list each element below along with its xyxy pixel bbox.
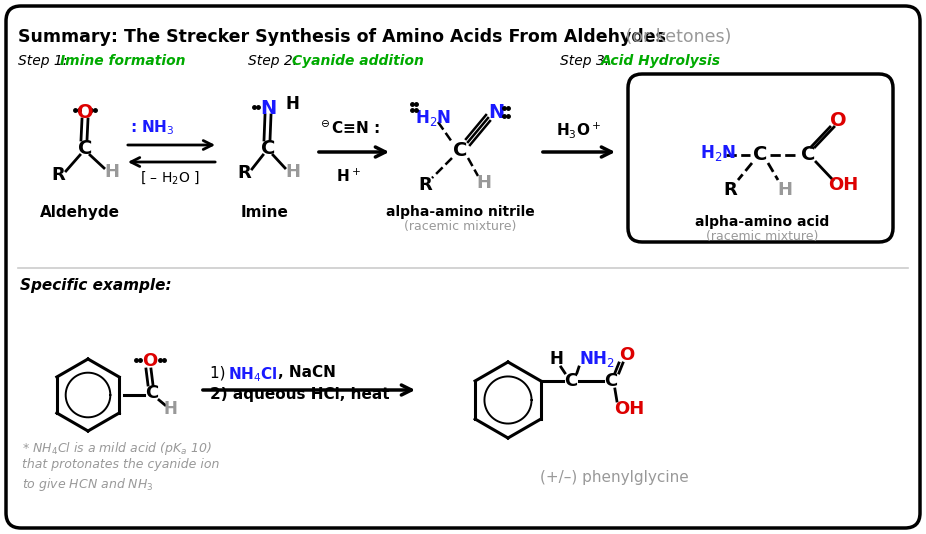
Text: (racemic mixture): (racemic mixture) (706, 230, 819, 243)
Text: 1): 1) (210, 365, 231, 380)
Text: H: H (550, 350, 564, 368)
Text: Specific example:: Specific example: (20, 278, 171, 293)
Text: Acid Hydrolysis: Acid Hydrolysis (601, 54, 721, 68)
Text: H: H (778, 181, 793, 199)
Text: C: C (801, 145, 815, 164)
FancyBboxPatch shape (628, 74, 893, 242)
Text: N: N (488, 103, 504, 122)
Text: R: R (237, 164, 251, 182)
Text: R: R (723, 181, 737, 199)
Text: H: H (285, 163, 301, 181)
Text: Cyanide addition: Cyanide addition (292, 54, 424, 68)
Text: O: O (830, 111, 846, 130)
Text: [ – H$_2$O ]: [ – H$_2$O ] (140, 170, 200, 186)
Text: H$_2$N: H$_2$N (415, 108, 451, 128)
Text: Step 2:: Step 2: (248, 54, 302, 68)
Text: (+/–) phenylglycine: (+/–) phenylglycine (540, 470, 689, 485)
Text: Imine formation: Imine formation (60, 54, 185, 68)
Text: H: H (163, 400, 177, 418)
Text: H: H (105, 163, 119, 181)
Text: Summary: The Strecker Synthesis of Amino Acids From Aldehydes: Summary: The Strecker Synthesis of Amino… (18, 28, 666, 46)
Text: H$^+$: H$^+$ (335, 167, 360, 185)
Text: C: C (78, 138, 93, 158)
Text: H: H (477, 174, 492, 192)
Text: C: C (145, 384, 158, 402)
Text: C: C (564, 372, 578, 390)
Text: O: O (619, 346, 634, 364)
Text: R: R (419, 176, 432, 194)
Text: alpha-amino acid: alpha-amino acid (694, 215, 829, 229)
Text: $^\ominus$C≡N :: $^\ominus$C≡N : (318, 120, 381, 137)
Text: H$_3$O$^+$: H$_3$O$^+$ (557, 120, 602, 140)
Text: O: O (143, 352, 157, 370)
Text: H$_2$N: H$_2$N (700, 143, 736, 163)
Text: that protonates the cyanide ion: that protonates the cyanide ion (22, 458, 219, 471)
Text: Step 1:: Step 1: (18, 54, 71, 68)
Text: C: C (261, 138, 275, 158)
Text: H: H (285, 95, 299, 113)
Text: OH: OH (828, 176, 858, 194)
Text: NH$_4$Cl: NH$_4$Cl (228, 365, 278, 384)
FancyBboxPatch shape (6, 6, 920, 528)
Text: O: O (77, 103, 94, 122)
Text: (or ketones): (or ketones) (620, 28, 732, 46)
Text: Aldehyde: Aldehyde (40, 205, 120, 220)
Text: alpha-amino nitrile: alpha-amino nitrile (385, 205, 534, 219)
Text: NH$_2$: NH$_2$ (579, 349, 615, 369)
Text: C: C (753, 145, 767, 164)
Text: Imine: Imine (241, 205, 289, 220)
Text: C: C (605, 372, 618, 390)
Text: OH: OH (614, 400, 644, 418)
Text: 2) aqueous HCl, heat: 2) aqueous HCl, heat (210, 387, 390, 402)
Text: * NH$_4$Cl is a mild acid (pK$_a$ 10): * NH$_4$Cl is a mild acid (pK$_a$ 10) (22, 440, 212, 457)
Text: C: C (453, 140, 468, 160)
Text: , NaCN: , NaCN (278, 365, 336, 380)
Text: R: R (51, 166, 65, 184)
Text: N: N (260, 98, 276, 117)
Text: (racemic mixture): (racemic mixture) (404, 220, 516, 233)
Text: to give HCN and NH$_3$: to give HCN and NH$_3$ (22, 476, 154, 493)
Text: Step 3:: Step 3: (560, 54, 614, 68)
Text: : NH$_3$: : NH$_3$ (130, 119, 175, 137)
